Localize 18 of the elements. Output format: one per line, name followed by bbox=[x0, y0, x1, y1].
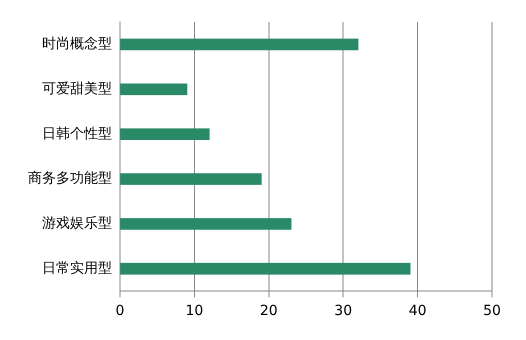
x-tick-label: 20 bbox=[260, 303, 278, 320]
bar bbox=[120, 83, 188, 96]
x-tick-label: 40 bbox=[408, 303, 427, 320]
x-tick-label: 30 bbox=[334, 303, 352, 320]
bar bbox=[120, 128, 210, 140]
x-tick-label: 0 bbox=[116, 303, 124, 320]
y-tick-label: 商务多功能型 bbox=[28, 170, 112, 187]
y-tick-label: 可爱甜美型 bbox=[42, 80, 112, 97]
bar bbox=[120, 38, 358, 50]
bar bbox=[120, 262, 410, 275]
bar bbox=[120, 218, 292, 230]
x-tick-label: 10 bbox=[185, 303, 204, 320]
y-tick-label: 日常实用型 bbox=[42, 260, 112, 276]
y-tick-label: 时尚概念型 bbox=[42, 36, 112, 52]
x-tick-label: 50 bbox=[483, 303, 501, 320]
y-tick-label: 日韩个性型 bbox=[42, 126, 112, 142]
y-tick-label: 游戏娱乐型 bbox=[42, 216, 112, 232]
bar bbox=[120, 173, 262, 185]
